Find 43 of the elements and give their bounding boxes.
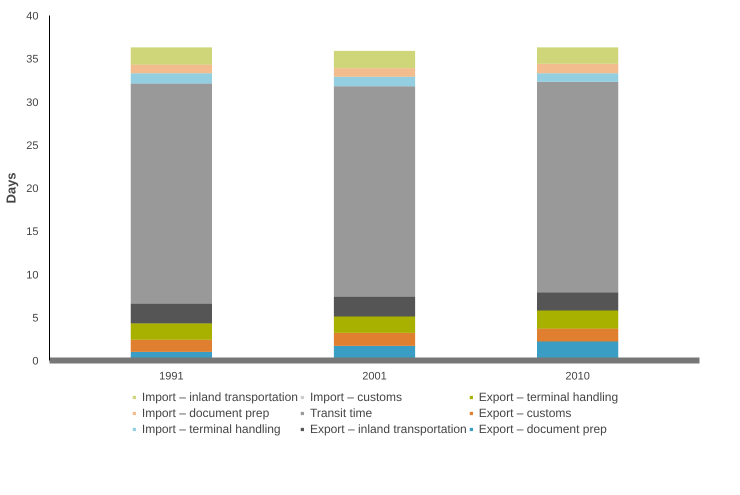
bar <box>130 340 212 352</box>
legend-label: Export – document prep <box>478 421 607 437</box>
y-tick-label: 30 <box>26 96 39 109</box>
legend-label: Import – document prep <box>142 405 270 421</box>
bar <box>537 292 618 310</box>
bar <box>537 64 618 74</box>
bar <box>537 82 618 292</box>
bar <box>130 84 212 304</box>
x-tick-label: 1991 <box>159 370 184 382</box>
y-tick-label: 25 <box>26 140 39 152</box>
bar <box>130 73 212 84</box>
y-axis-title: Days <box>3 172 18 204</box>
bar <box>334 296 416 317</box>
y-tick-label: 0 <box>32 356 39 368</box>
bar <box>334 68 416 77</box>
legend-label: Export – terminal handling <box>478 389 618 405</box>
y-tick-label: 10 <box>26 269 39 282</box>
legend-label: Transit time <box>310 405 372 421</box>
bar <box>130 47 212 65</box>
bar <box>537 47 618 64</box>
y-tick-label: 40 <box>26 10 39 22</box>
x-tick-label: 2001 <box>362 370 387 382</box>
legend-label: Import – customs <box>310 389 402 405</box>
bar <box>334 332 416 346</box>
y-tick-label: 15 <box>26 226 39 238</box>
bar <box>130 304 212 324</box>
bar <box>537 328 618 342</box>
y-tick-label: 5 <box>32 312 39 324</box>
bar <box>537 73 618 82</box>
bar <box>334 86 416 297</box>
bar <box>334 76 416 86</box>
x-tick-label: 2010 <box>565 370 590 382</box>
legend-label: Export – inland transportation <box>310 421 467 437</box>
bar <box>334 50 416 68</box>
legend-label: Import – inland transportation <box>142 389 298 405</box>
legend-label: Export – customs <box>478 405 572 421</box>
bar <box>334 316 416 333</box>
bar <box>130 64 212 74</box>
bar <box>537 310 618 329</box>
y-tick-label: 20 <box>26 183 39 195</box>
legend-label: Import – terminal handling <box>142 421 281 437</box>
bar <box>130 323 212 340</box>
y-tick-label: 35 <box>26 54 39 66</box>
